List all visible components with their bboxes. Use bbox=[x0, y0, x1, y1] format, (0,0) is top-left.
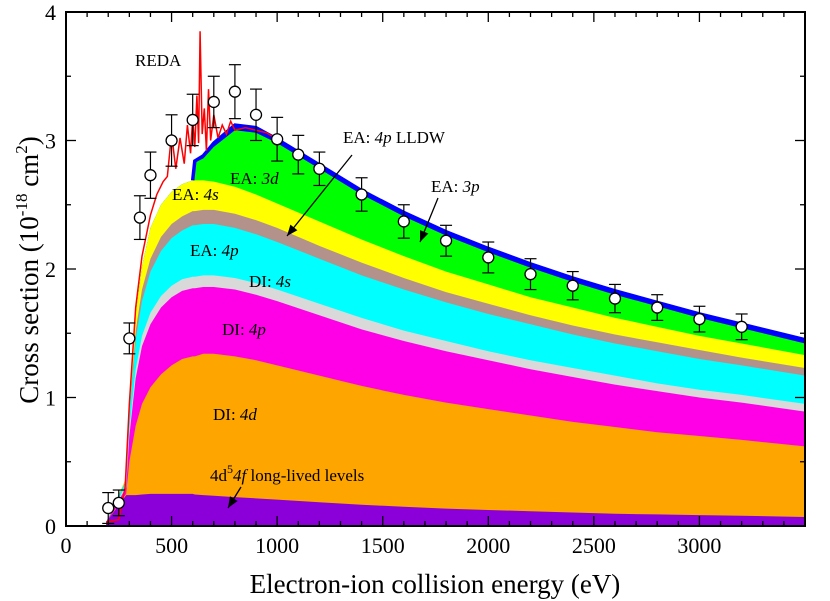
area-4d54f-long-lived-levels bbox=[106, 493, 805, 526]
y-tick-label: 1 bbox=[45, 386, 56, 411]
annotation-di-4s: DI: 4s bbox=[249, 272, 291, 291]
experiment-point bbox=[102, 491, 115, 525]
annotation-ea-3d: EA: 3d bbox=[230, 169, 279, 188]
x-tick-label: 1500 bbox=[361, 533, 405, 558]
axis-tick-labels: 0 500 1000 1500 2000 2500 3000 0 1 2 3 4 bbox=[45, 0, 721, 558]
annotation-ll-suffix: long-lived levels bbox=[246, 466, 364, 485]
y-axis-title: Cross section (10-18 cm2) bbox=[12, 136, 44, 403]
experiment-point bbox=[313, 151, 326, 187]
stacked-areas bbox=[106, 123, 805, 526]
annotation-di-4p-prefix: DI: bbox=[222, 320, 249, 339]
experiment-point bbox=[651, 294, 664, 321]
arrow-long-lived-levels bbox=[227, 486, 242, 509]
annotation-ea-3p: EA: 3p bbox=[431, 177, 480, 196]
annotation-lldw-prefix: EA: bbox=[343, 128, 375, 147]
experiment-point bbox=[123, 322, 136, 355]
annotation-ll-orbital-f: 4f bbox=[233, 466, 249, 485]
x-axis-title: Electron-ion collision energy (eV) bbox=[250, 569, 621, 599]
annotation-ea-4p: EA: 4p bbox=[190, 241, 239, 260]
experiment-point bbox=[207, 75, 220, 129]
axis-ticks bbox=[65, 11, 806, 527]
annotation-long-lived-levels: 4d54f long-lived levels bbox=[210, 462, 364, 485]
y-tick-label: 2 bbox=[45, 257, 56, 282]
annotation-ll-superscript: 5 bbox=[227, 462, 233, 476]
experiment-point bbox=[608, 283, 622, 314]
y-axis-title-main: Cross section (10 bbox=[14, 216, 44, 403]
experiment-point bbox=[524, 258, 537, 291]
arrow-ea-4p-lldw bbox=[286, 154, 353, 237]
experiment-point bbox=[693, 305, 706, 333]
x-tick-label: 2500 bbox=[572, 533, 616, 558]
experiment-point bbox=[397, 204, 410, 239]
annotation-di-4p: DI: 4p bbox=[222, 320, 266, 339]
experiment-point bbox=[249, 88, 263, 142]
experiment-point bbox=[228, 64, 242, 120]
annotation-ea-3p-prefix: EA: bbox=[431, 177, 463, 196]
x-tick-label: 1000 bbox=[255, 533, 299, 558]
annotation-ea-4p-orbital: 4p bbox=[222, 241, 239, 260]
annotation-ea-4s-prefix: EA: bbox=[172, 185, 204, 204]
annotation-ll-orbital-d: 4d bbox=[210, 466, 228, 485]
annotation-di-4d: DI: 4d bbox=[213, 405, 257, 424]
annotation-di-4s-orbital: 4s bbox=[276, 272, 292, 291]
experiment-point bbox=[355, 177, 368, 212]
annotation-ea-4s-orbital: 4s bbox=[204, 185, 220, 204]
experiment-layer bbox=[102, 64, 748, 525]
experiment-point bbox=[735, 313, 748, 341]
x-tick-label: 3000 bbox=[677, 533, 721, 558]
experiment-point bbox=[292, 134, 305, 175]
y-axis-title-unit-exp: 2 bbox=[12, 145, 31, 154]
experiment-point bbox=[482, 241, 495, 274]
annotation-di-4d-orbital: 4d bbox=[240, 405, 258, 424]
annotation-ea-4p-lldw: EA: 4p LLDW bbox=[343, 128, 446, 147]
annotation-lldw-orbital: 4p bbox=[375, 128, 392, 147]
y-axis-title-close: ) bbox=[14, 136, 44, 145]
experiment-point bbox=[186, 93, 199, 147]
experiment-point bbox=[439, 224, 453, 257]
experiment-point bbox=[144, 151, 157, 199]
annotation-reda: REDA bbox=[135, 51, 182, 70]
area-di-4d bbox=[106, 353, 805, 526]
annotation-ea-4p-prefix: EA: bbox=[190, 241, 222, 260]
annotation-ea-4s: EA: 4s bbox=[172, 185, 219, 204]
annotation-di-4p-orbital: 4p bbox=[249, 320, 266, 339]
x-tick-label: 0 bbox=[61, 533, 72, 558]
annotation-di-4d-prefix: DI: bbox=[213, 405, 240, 424]
x-tick-label: 500 bbox=[155, 533, 188, 558]
annotation-di-4s-prefix: DI: bbox=[249, 272, 276, 291]
experiment-point bbox=[165, 114, 178, 167]
experiment-point bbox=[133, 195, 147, 241]
y-tick-label: 3 bbox=[45, 129, 56, 154]
annotation-lldw-suffix: LLDW bbox=[392, 128, 446, 147]
y-tick-label: 0 bbox=[45, 514, 56, 539]
y-axis-title-exp: -18 bbox=[12, 194, 31, 217]
annotation-ea-3d-orbital: 3d bbox=[261, 169, 280, 188]
y-tick-label: 4 bbox=[45, 0, 56, 25]
experiment-point bbox=[566, 270, 579, 301]
x-tick-label: 2000 bbox=[466, 533, 510, 558]
annotation-arrows bbox=[227, 154, 439, 509]
annotation-ea-3d-prefix: EA: bbox=[230, 169, 262, 188]
experiment-point bbox=[112, 489, 125, 517]
y-axis-title-unit: cm bbox=[14, 154, 44, 194]
experiment-point bbox=[270, 116, 284, 162]
annotation-ea-3p-orbital: 3p bbox=[462, 177, 480, 196]
arrow-ea-3p bbox=[419, 197, 439, 243]
